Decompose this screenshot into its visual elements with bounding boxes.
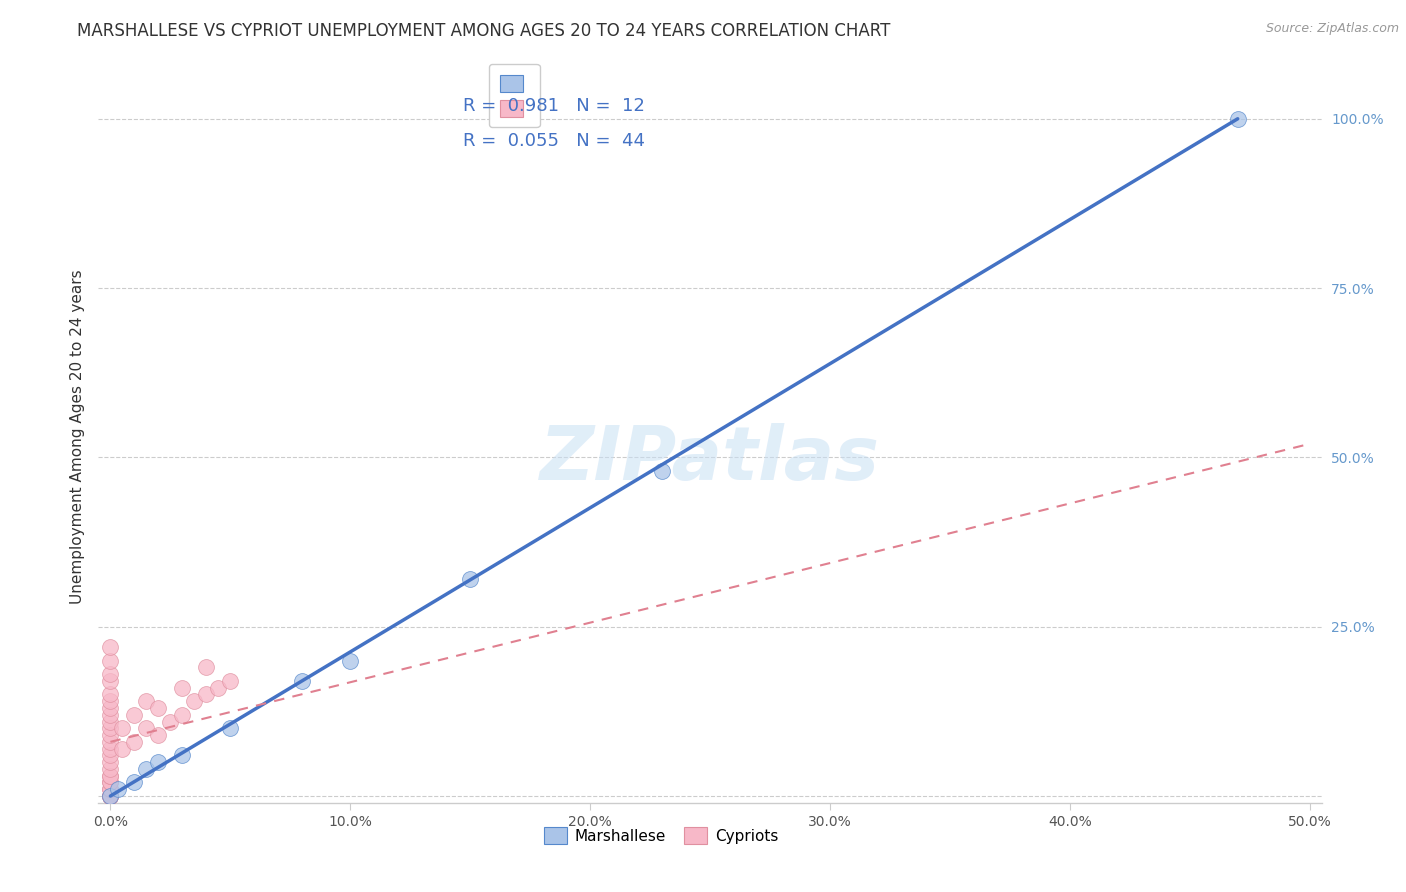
Text: Source: ZipAtlas.com: Source: ZipAtlas.com — [1265, 22, 1399, 36]
Point — [124, 775, 146, 789]
Point — [100, 769, 122, 783]
Point — [1226, 112, 1249, 126]
Point — [458, 572, 481, 586]
Point — [107, 782, 129, 797]
Point — [100, 782, 122, 797]
Point — [195, 660, 218, 674]
Text: MARSHALLESE VS CYPRIOT UNEMPLOYMENT AMONG AGES 20 TO 24 YEARS CORRELATION CHART: MARSHALLESE VS CYPRIOT UNEMPLOYMENT AMON… — [77, 22, 891, 40]
Point — [100, 789, 122, 803]
Point — [148, 701, 170, 715]
Point — [100, 755, 122, 769]
Point — [100, 769, 122, 783]
Point — [124, 735, 146, 749]
Point — [100, 721, 122, 735]
Point — [195, 688, 218, 702]
Point — [159, 714, 181, 729]
Point — [172, 707, 194, 722]
Point — [100, 688, 122, 702]
Point — [100, 789, 122, 803]
Point — [100, 782, 122, 797]
Text: R =  0.055   N =  44: R = 0.055 N = 44 — [463, 132, 645, 150]
Point — [291, 673, 314, 688]
Point — [100, 748, 122, 763]
Point — [148, 755, 170, 769]
Point — [100, 789, 122, 803]
Point — [207, 681, 229, 695]
Point — [339, 654, 361, 668]
Point — [135, 721, 157, 735]
Point — [100, 654, 122, 668]
Point — [100, 762, 122, 776]
Point — [100, 667, 122, 681]
Point — [219, 721, 242, 735]
Point — [100, 789, 122, 803]
Point — [100, 775, 122, 789]
Point — [172, 748, 194, 763]
Point — [100, 789, 122, 803]
Point — [183, 694, 205, 708]
Point — [135, 694, 157, 708]
Point — [100, 673, 122, 688]
Point — [111, 741, 134, 756]
Point — [172, 681, 194, 695]
Point — [100, 701, 122, 715]
Point — [100, 728, 122, 742]
Y-axis label: Unemployment Among Ages 20 to 24 years: Unemployment Among Ages 20 to 24 years — [69, 269, 84, 605]
Point — [135, 762, 157, 776]
Point — [100, 735, 122, 749]
Text: R =  0.981   N =  12: R = 0.981 N = 12 — [463, 97, 645, 115]
Point — [100, 775, 122, 789]
Point — [111, 721, 134, 735]
Legend: Marshallese, Cypriots: Marshallese, Cypriots — [538, 822, 785, 850]
Text: ZIPatlas: ZIPatlas — [540, 423, 880, 496]
Point — [100, 640, 122, 654]
Point — [148, 728, 170, 742]
Point — [651, 464, 673, 478]
Point — [100, 707, 122, 722]
Point — [100, 789, 122, 803]
Point — [124, 707, 146, 722]
Point — [100, 741, 122, 756]
Point — [100, 694, 122, 708]
Point — [100, 714, 122, 729]
Point — [100, 789, 122, 803]
Point — [219, 673, 242, 688]
